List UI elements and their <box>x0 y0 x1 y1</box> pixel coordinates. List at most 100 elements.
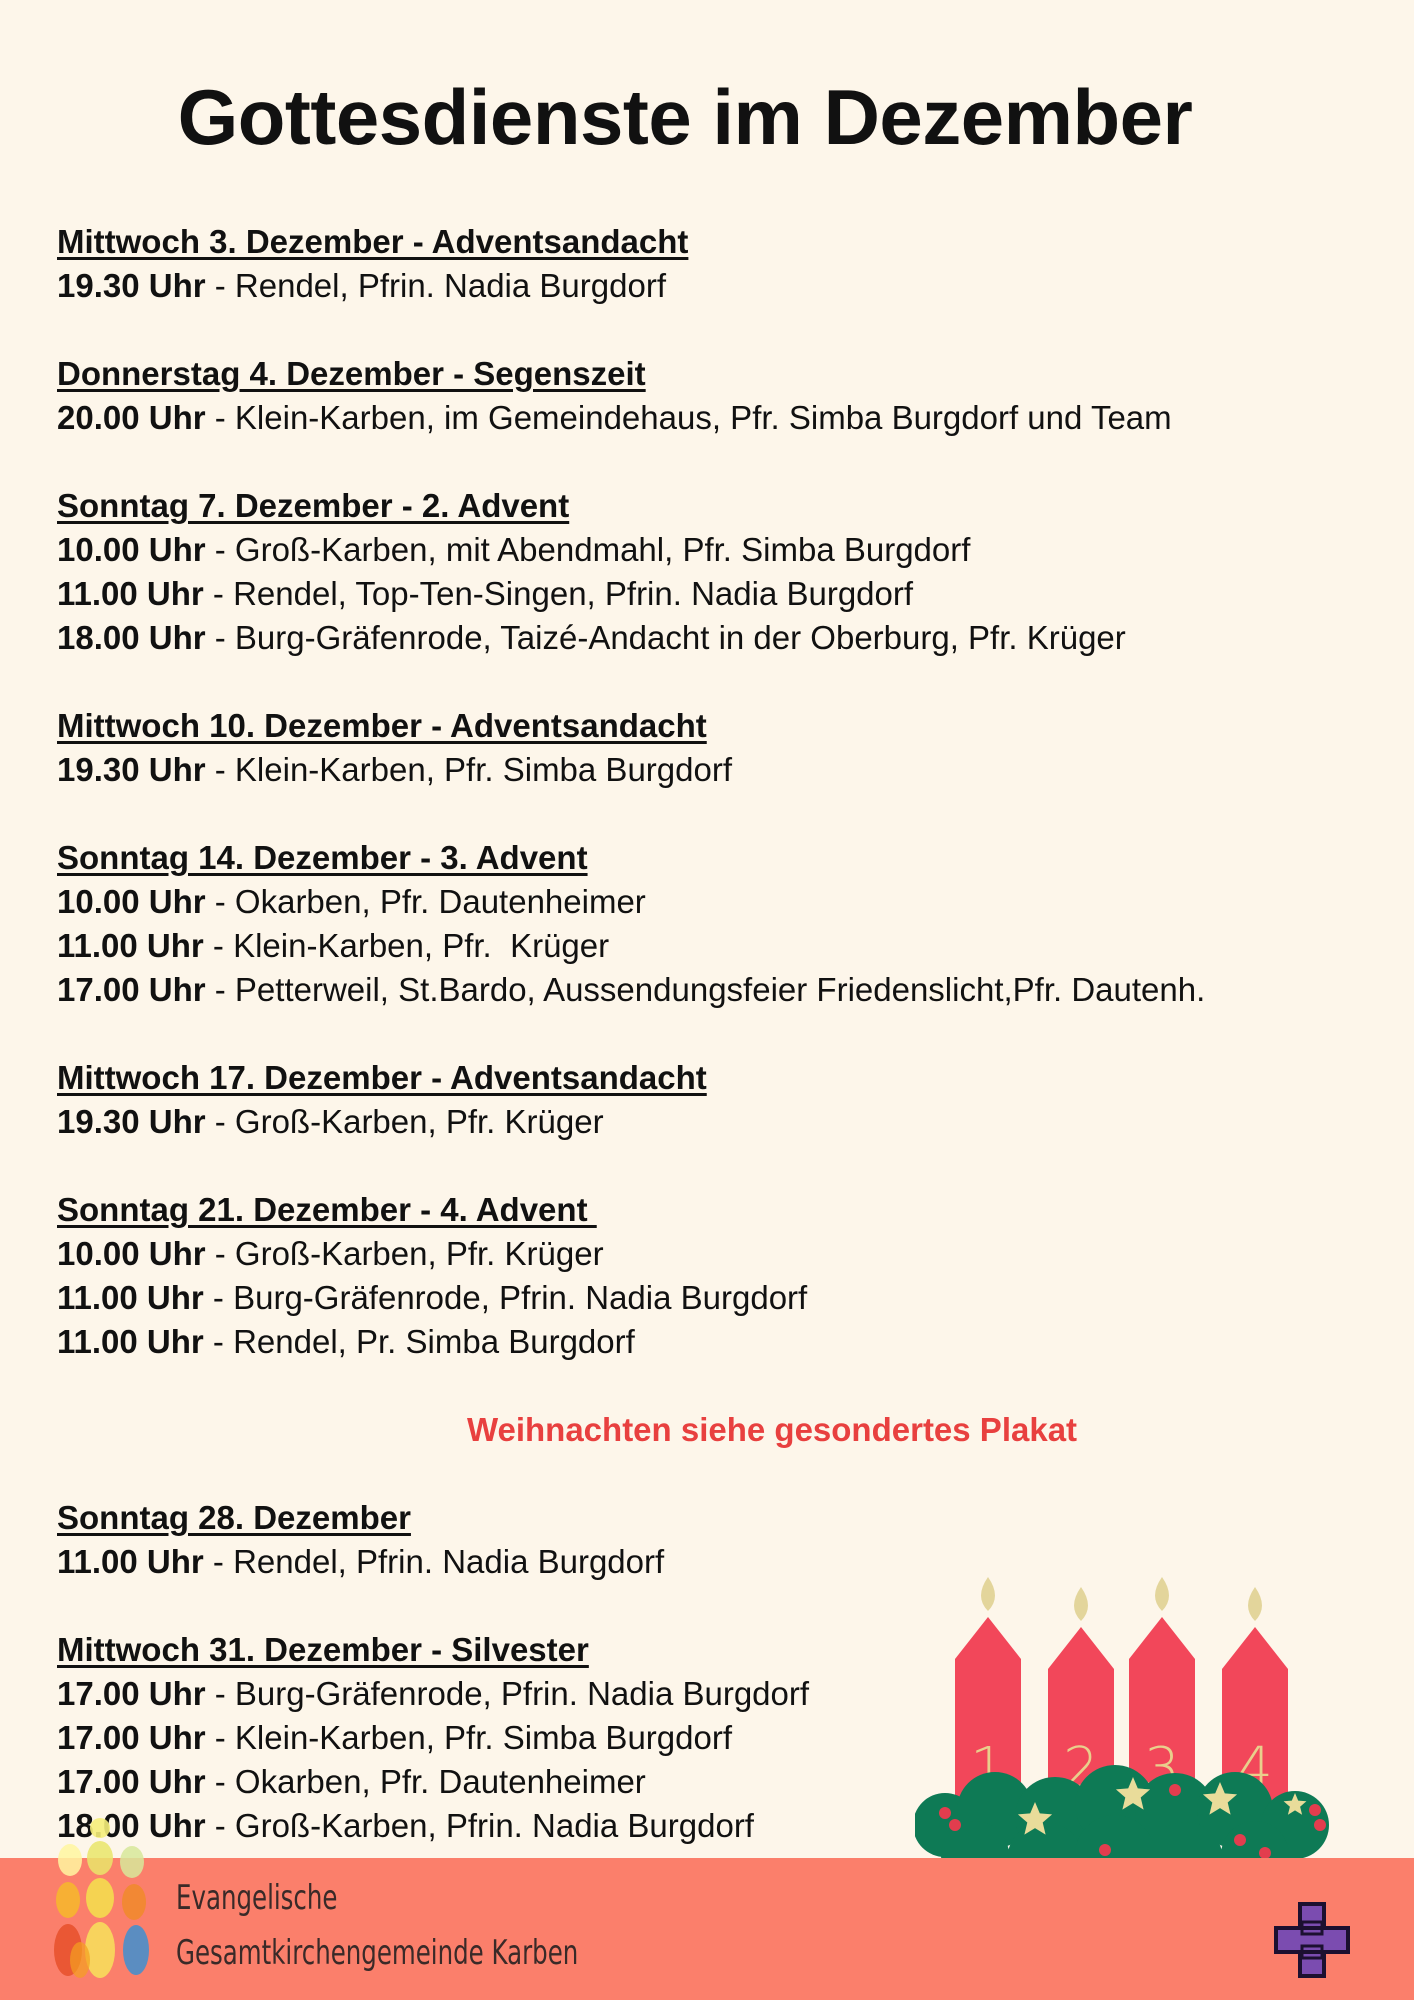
spacer <box>57 792 1397 836</box>
service-time: 11.00 Uhr <box>57 575 204 612</box>
footer: Evangelische Gesamtkirchengemeinde Karbe… <box>0 1858 1414 2000</box>
service-details: - Burg-Gräfenrode, Pfrin. Nadia Burgdorf <box>203 1279 808 1316</box>
spacer <box>57 440 1397 484</box>
service-entry: 10.00 Uhr - Groß-Karben, mit Abendmahl, … <box>57 528 1397 572</box>
church-cross-icon <box>1274 1902 1350 1978</box>
service-entry: 18.00 Uhr - Burg-Gräfenrode, Taizé-Andac… <box>57 616 1397 660</box>
service-details: - Klein-Karben, Pfr. Krüger <box>203 927 610 964</box>
spacer <box>57 308 1397 352</box>
christmas-notice: Weihnachten siehe gesondertes Plakat <box>466 1411 1078 1448</box>
service-day-section: Sonntag 21. Dezember - 4. Advent 10.00 U… <box>57 1188 1397 1364</box>
service-entry: 20.00 Uhr - Klein-Karben, im Gemeindehau… <box>57 396 1397 440</box>
org-name-line2: Gesamtkirchengemeinde Karben <box>176 1933 579 1973</box>
candle <box>955 1617 1021 1825</box>
star-icon <box>1017 1802 1053 1835</box>
spacer <box>57 1364 1397 1408</box>
service-details: - Klein-Karben, Pfr. Simba Burgdorf <box>205 751 732 788</box>
star-icon <box>1202 1782 1238 1815</box>
service-day-section: Donnerstag 4. Dezember - Segenszeit 20.00… <box>57 352 1397 440</box>
service-entry: 17.00 Uhr - Klein-Karben, Pfr. Simba Bur… <box>57 1716 1397 1760</box>
service-time: 17.00 Uhr <box>57 971 206 1008</box>
service-day-section: Mittwoch 10. Dezember - Adventsandacht 19… <box>57 704 1397 792</box>
spacer <box>57 1144 1397 1188</box>
star-icon <box>1283 1793 1307 1815</box>
service-time: 11.00 Uhr <box>57 927 204 964</box>
service-time: 17.00 Uhr <box>57 1675 206 1712</box>
berry <box>1314 1819 1326 1831</box>
berry <box>1169 1784 1181 1796</box>
church-logo-icon <box>54 1818 149 1978</box>
day-heading: Sonntag 14. Dezember - 3. Advent <box>57 839 588 876</box>
candle <box>1129 1617 1195 1825</box>
spacer <box>57 660 1397 704</box>
day-heading: Sonntag 21. Dezember - 4. Advent <box>57 1191 597 1228</box>
schedule: Mittwoch 3. Dezember - Adventsandacht 19.… <box>57 220 1397 1848</box>
service-details: - Burg-Gräfenrode, Pfrin. Nadia Burgdorf <box>205 1675 810 1712</box>
service-entry: 17.00 Uhr - Okarben, Pfr. Dautenheimer <box>57 1760 1397 1804</box>
berry <box>1234 1834 1246 1846</box>
berry <box>1259 1847 1271 1859</box>
service-entry: 11.00 Uhr - Rendel, Pfrin. Nadia Burgdor… <box>57 1540 1397 1584</box>
berry <box>939 1807 951 1819</box>
service-entry: 10.00 Uhr - Groß-Karben, Pfr. Krüger <box>57 1232 1397 1276</box>
service-time: 11.00 Uhr <box>57 1279 204 1316</box>
service-day-section: Sonntag 7. Dezember - 2. Advent 10.00 Uhr… <box>57 484 1397 660</box>
service-day-section: Sonntag 28. Dezember 11.00 Uhr - Rendel, … <box>57 1496 1397 1584</box>
service-day-section: Mittwoch 3. Dezember - Adventsandacht 19.… <box>57 220 1397 308</box>
day-heading: Donnerstag 4. Dezember - Segenszeit <box>57 355 646 392</box>
day-heading: Mittwoch 3. Dezember - Adventsandacht <box>57 223 689 260</box>
berry <box>1099 1844 1111 1856</box>
service-time: 11.00 Uhr <box>57 1543 204 1580</box>
service-entry: 11.00 Uhr - Burg-Gräfenrode, Pfrin. Nadi… <box>57 1276 1397 1320</box>
service-entry: 17.00 Uhr - Petterweil, St.Bardo, Aussen… <box>57 968 1397 1012</box>
service-details: - Okarben, Pfr. Dautenheimer <box>205 883 646 920</box>
flame-icon <box>981 1577 995 1611</box>
service-details: - Burg-Gräfenrode, Taizé-Andacht in der … <box>205 619 1126 656</box>
day-heading: Mittwoch 10. Dezember - Adventsandacht <box>57 707 707 744</box>
star-icon <box>1115 1777 1151 1810</box>
service-details: - Groß-Karben, Pfr. Krüger <box>205 1235 604 1272</box>
service-time: 19.30 Uhr <box>57 267 206 304</box>
service-details: - Petterweil, St.Bardo, Aussendungsfeier… <box>205 971 1206 1008</box>
service-time: 17.00 Uhr <box>57 1763 206 1800</box>
berry <box>949 1819 961 1831</box>
flame-icon <box>1074 1587 1088 1621</box>
service-time: 20.00 Uhr <box>57 399 206 436</box>
service-details: - Rendel, Top-Ten-Singen, Pfrin. Nadia B… <box>203 575 914 612</box>
service-time: 10.00 Uhr <box>57 883 206 920</box>
service-time: 17.00 Uhr <box>57 1719 206 1756</box>
service-details: - Okarben, Pfr. Dautenheimer <box>205 1763 646 1800</box>
service-time: 11.00 Uhr <box>57 1323 204 1360</box>
service-day-section: Sonntag 14. Dezember - 3. Advent 10.00 Uh… <box>57 836 1397 1012</box>
service-details: - Rendel, Pfrin. Nadia Burgdorf <box>205 267 666 304</box>
service-time: 19.30 Uhr <box>57 751 206 788</box>
org-name-line1: Evangelische <box>176 1878 338 1918</box>
day-heading: Mittwoch 17. Dezember - Adventsandacht <box>57 1059 707 1096</box>
service-time: 19.30 Uhr <box>57 1103 206 1140</box>
service-entry: 11.00 Uhr - Rendel, Pr. Simba Burgdorf <box>57 1320 1397 1364</box>
day-heading: Mittwoch 31. Dezember - Silvester <box>57 1631 589 1668</box>
berry <box>1309 1804 1321 1816</box>
day-heading: Sonntag 28. Dezember <box>57 1499 411 1536</box>
spacer <box>57 1452 1397 1496</box>
service-details: - Groß-Karben, Pfrin. Nadia Burgdorf <box>205 1807 754 1844</box>
service-day-section: Mittwoch 31. Dezember - Silvester 17.00 U… <box>57 1628 1397 1848</box>
service-day-section: Mittwoch 17. Dezember - Adventsandacht 19… <box>57 1056 1397 1144</box>
service-entry: 19.30 Uhr - Groß-Karben, Pfr. Krüger <box>57 1100 1397 1144</box>
service-time: 10.00 Uhr <box>57 1235 206 1272</box>
day-heading: Sonntag 7. Dezember - 2. Advent <box>57 487 570 524</box>
service-details: - Rendel, Pr. Simba Burgdorf <box>203 1323 635 1360</box>
service-time: 18.00 Uhr <box>57 619 206 656</box>
spacer <box>57 1012 1397 1056</box>
flame-icon <box>1155 1577 1169 1611</box>
service-entry: 11.00 Uhr - Rendel, Top-Ten-Singen, Pfri… <box>57 572 1397 616</box>
service-details: - Rendel, Pfrin. Nadia Burgdorf <box>203 1543 665 1580</box>
service-details: - Groß-Karben, Pfr. Krüger <box>205 1103 604 1140</box>
service-entry: 18.00 Uhr - Groß-Karben, Pfrin. Nadia Bu… <box>57 1804 1397 1848</box>
service-entry: 17.00 Uhr - Burg-Gräfenrode, Pfrin. Nadi… <box>57 1672 1397 1716</box>
service-entry: 19.30 Uhr - Rendel, Pfrin. Nadia Burgdor… <box>57 264 1397 308</box>
service-entry: 11.00 Uhr - Klein-Karben, Pfr. Krüger <box>57 924 1397 968</box>
flame-icon <box>1248 1587 1262 1621</box>
service-time: 10.00 Uhr <box>57 531 206 568</box>
